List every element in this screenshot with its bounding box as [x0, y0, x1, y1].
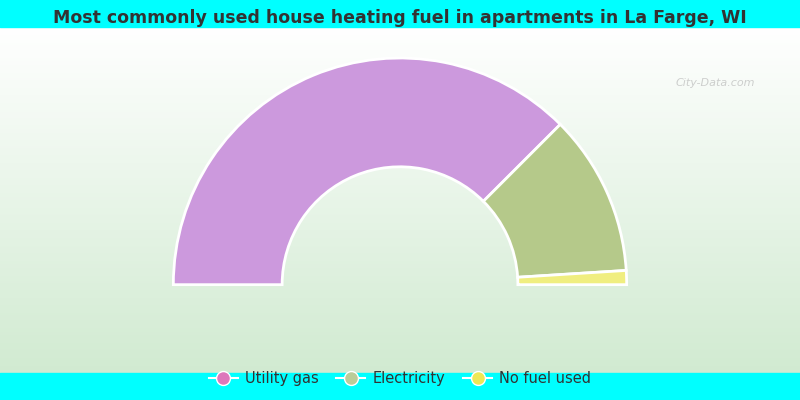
Wedge shape	[174, 58, 560, 285]
Wedge shape	[483, 124, 626, 277]
Text: City-Data.com: City-Data.com	[676, 78, 755, 88]
Wedge shape	[518, 270, 626, 285]
Text: Most commonly used house heating fuel in apartments in La Farge, WI: Most commonly used house heating fuel in…	[53, 9, 747, 27]
Legend: Utility gas, Electricity, No fuel used: Utility gas, Electricity, No fuel used	[202, 365, 598, 392]
